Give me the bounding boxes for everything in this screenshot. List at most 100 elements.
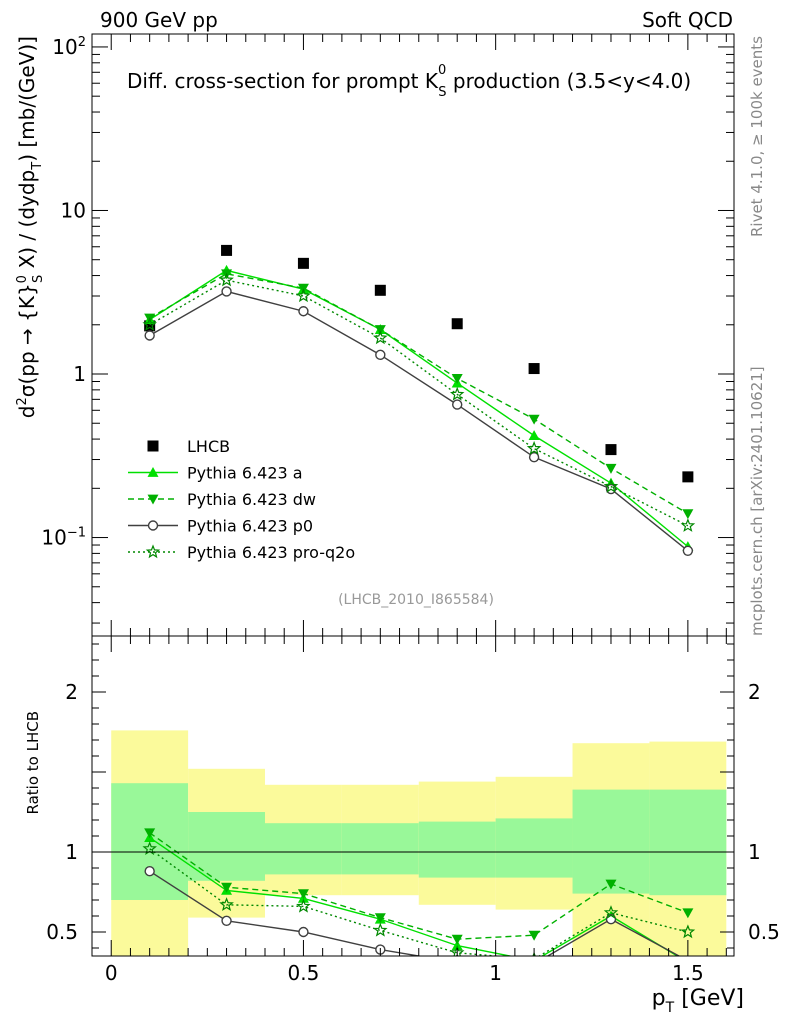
ratio-point-1-0 <box>144 828 156 839</box>
ratio-point-1-6 <box>605 879 617 890</box>
ratio-y-tick-0p5-right: 0.5 <box>748 920 780 944</box>
ratio-point-3-1 <box>219 897 234 912</box>
ratio-point-3-3 <box>373 922 388 937</box>
ratio-point-1-5 <box>528 930 540 941</box>
ratio-point-2-0 <box>144 866 155 877</box>
ratio-y-tick-1-left: 1 <box>65 840 78 864</box>
y-tick-label-0p1: 10−1 <box>41 526 86 550</box>
legend-marker-2 <box>147 494 159 505</box>
ratio-point-3-2 <box>296 898 311 913</box>
main-point-3-0 <box>144 330 155 341</box>
main-point-4-5 <box>526 440 542 455</box>
plot-title: Diff. cross-section for prompt K0 S produ… <box>127 63 691 100</box>
legend-label-1: Pythia 6.423 a <box>187 464 303 483</box>
ratio-point-0-5 <box>533 955 535 956</box>
analysis-id-label: (LHCB_2010_I865584) <box>338 592 494 608</box>
main-line-2 <box>149 273 689 515</box>
ratio-plot-frame <box>91 635 735 957</box>
x-tick-label-0p5: 0.5 <box>288 961 320 985</box>
inner-band-bin-7 <box>649 789 727 896</box>
side-mcplots-label: mcplots.cern.ch [arXiv:2401.10621] <box>748 366 766 636</box>
ratio-y-tick-2-left: 2 <box>65 680 78 704</box>
ratio-point-2-5 <box>530 960 539 969</box>
legend-label-4: Pythia 6.423 pro-q2o <box>187 543 355 562</box>
main-point-3-3 <box>375 349 386 361</box>
inner-band-bin-2 <box>264 823 342 875</box>
legend: LHCB Pythia 6.423 a Pythia 6.423 dw Pythia … <box>128 437 355 562</box>
ratio-point-1-1 <box>221 882 233 893</box>
axis-ticks <box>92 34 734 956</box>
x-tick-labels: 0 0.5 1 1.5 <box>105 961 704 985</box>
x-tick-label-1p5: 1.5 <box>672 961 704 985</box>
main-y-tick-labels: 10−1 1 10 102 <box>41 35 86 550</box>
inner-band-bin-6 <box>572 789 650 894</box>
main-point-4-2 <box>296 288 311 303</box>
y-tick-label-100: 102 <box>52 35 86 59</box>
main-point-2-3 <box>374 325 386 336</box>
main-point-1-5 <box>528 430 540 441</box>
inner-band-bin-3 <box>341 823 419 875</box>
ratio-y-axis-title: Ratio to LHCB <box>24 711 42 815</box>
ratio-line-0 <box>149 837 679 956</box>
data-point-5 <box>528 363 540 375</box>
legend-label-3: Pythia 6.423 p0 <box>187 517 313 536</box>
ratio-point-1-3 <box>374 913 386 924</box>
data-point-7 <box>682 471 694 483</box>
data-point-2 <box>297 257 309 269</box>
ratio-line-2 <box>149 870 681 956</box>
data-point-3 <box>374 284 386 296</box>
data-point-4 <box>451 318 463 330</box>
x-tick-label-1: 1 <box>489 961 502 985</box>
main-line-3 <box>149 290 689 552</box>
ratio-point-3-7 <box>680 924 696 939</box>
legend-marker-1 <box>147 467 159 477</box>
ratio-point-2-2 <box>298 926 309 938</box>
header-category-label: Soft QCD <box>642 8 733 32</box>
main-point-3-2 <box>298 306 309 317</box>
main-point-2-5 <box>528 414 540 425</box>
ratio-y-tick-labels: 0.5 1 2 0.5 1 2 <box>46 680 780 944</box>
ratio-y-tick-1-right: 1 <box>748 840 761 864</box>
y-tick-label-1: 1 <box>73 362 86 386</box>
data-point-1 <box>221 244 233 256</box>
main-point-4-7 <box>680 518 696 532</box>
ratio-point-1-4 <box>451 934 463 945</box>
legend-marker-3 <box>147 520 159 531</box>
x-tick-label-0: 0 <box>105 961 118 985</box>
main-point-3-7 <box>682 545 694 556</box>
main-point-4-1 <box>219 272 234 287</box>
legend-label-0: LHCB <box>187 437 230 456</box>
main-series-group <box>142 244 696 556</box>
x-axis-title: pT [GeV] <box>652 986 744 1016</box>
main-point-4-0 <box>142 317 157 331</box>
main-point-3-4 <box>452 399 463 410</box>
ratio-point-3-6 <box>603 905 619 920</box>
side-rivet-label: Rivet 4.1.0, ≥ 100k events <box>748 36 766 237</box>
inner-band-bin-1 <box>188 812 265 881</box>
ratio-uncertainty-bands <box>111 730 727 956</box>
main-line-1 <box>149 269 689 548</box>
main-line-4 <box>149 279 689 527</box>
main-point-3-1 <box>221 286 232 297</box>
ratio-point-2-4 <box>453 958 462 967</box>
data-point-0 <box>144 320 156 332</box>
header-energy-label: 900 GeV pp <box>100 8 218 32</box>
main-point-4-3 <box>373 330 388 345</box>
main-point-4-6 <box>603 478 619 493</box>
y-tick-label-10: 10 <box>61 198 86 222</box>
ratio-series-group <box>142 828 696 969</box>
legend-label-2: Pythia 6.423 dw <box>187 490 316 509</box>
ratio-line-1 <box>149 832 689 940</box>
legend-marker-0 <box>147 440 159 452</box>
ratio-point-1-7 <box>682 908 694 919</box>
ratio-point-1-2 <box>297 889 309 900</box>
legend-marker-4 <box>145 544 161 559</box>
ratio-point-0-4 <box>451 940 463 950</box>
ratio-y-tick-2-right: 2 <box>748 680 761 704</box>
ratio-point-2-1 <box>221 915 232 926</box>
main-point-2-6 <box>605 463 617 474</box>
main-point-4-4 <box>449 386 465 401</box>
main-point-3-5 <box>528 451 540 463</box>
ratio-point-3-0 <box>142 841 157 856</box>
